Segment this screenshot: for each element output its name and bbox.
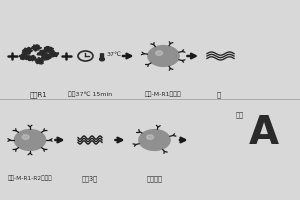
Circle shape: [148, 46, 179, 66]
Text: 混匀: 混匀: [236, 111, 244, 118]
Circle shape: [27, 57, 31, 60]
Circle shape: [50, 54, 55, 57]
Text: 混匀37℃ 15min: 混匀37℃ 15min: [68, 91, 112, 97]
Polygon shape: [41, 54, 51, 60]
Circle shape: [41, 50, 46, 53]
Circle shape: [35, 45, 39, 48]
Polygon shape: [44, 47, 53, 52]
Circle shape: [139, 130, 170, 150]
Text: 样本-M-R1-R2复合物: 样本-M-R1-R2复合物: [8, 175, 52, 181]
Circle shape: [100, 58, 104, 61]
Text: 37℃: 37℃: [106, 52, 122, 58]
Circle shape: [38, 61, 43, 64]
Circle shape: [25, 51, 29, 54]
Polygon shape: [22, 47, 32, 54]
Circle shape: [21, 54, 26, 57]
Text: 加入底物: 加入底物: [146, 175, 163, 182]
FancyBboxPatch shape: [100, 54, 103, 59]
Circle shape: [22, 135, 29, 139]
Text: 洗涤3次: 洗涤3次: [82, 175, 98, 182]
Text: 洗: 洗: [217, 91, 221, 98]
Polygon shape: [31, 45, 41, 51]
Polygon shape: [20, 54, 29, 59]
Polygon shape: [37, 50, 46, 56]
Circle shape: [156, 51, 163, 55]
Polygon shape: [49, 50, 59, 57]
Circle shape: [14, 130, 46, 150]
Polygon shape: [35, 57, 44, 64]
Text: 样本-M-R1复合物: 样本-M-R1复合物: [145, 91, 182, 97]
Text: 抗原R1: 抗原R1: [30, 91, 48, 98]
Text: A: A: [249, 114, 279, 152]
Circle shape: [45, 54, 49, 57]
Circle shape: [46, 49, 51, 52]
Polygon shape: [27, 55, 36, 61]
Circle shape: [147, 135, 154, 139]
